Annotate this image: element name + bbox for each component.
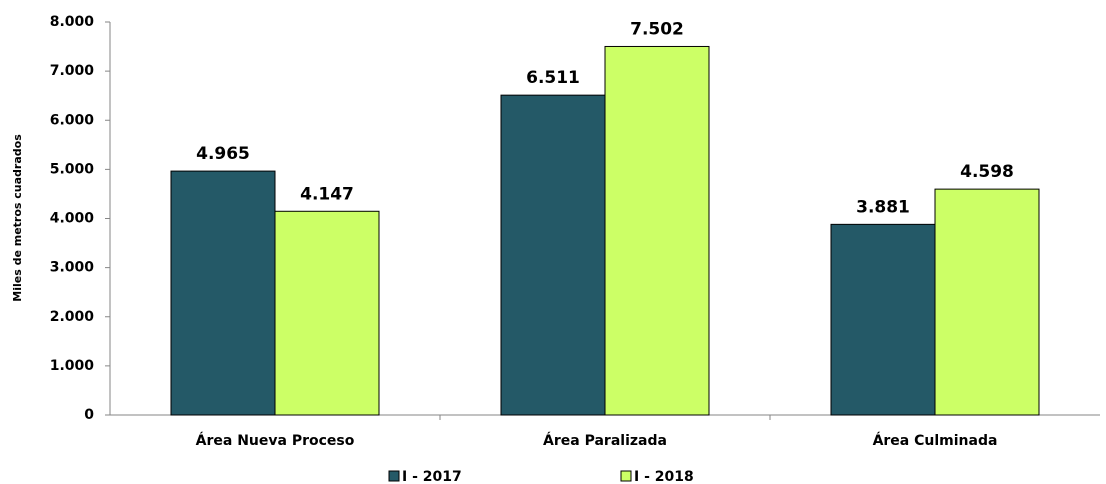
y-tick-label: 0 <box>84 407 94 423</box>
value-label: 6.511 <box>526 68 580 88</box>
legend-label: I - 2018 <box>634 469 694 484</box>
x-tick-label: Área Paralizada <box>543 432 667 449</box>
value-label: 7.502 <box>630 19 684 39</box>
y-tick-label: 2.000 <box>50 309 95 325</box>
x-tick-label: Área Nueva Proceso <box>196 432 355 449</box>
legend-swatch <box>388 470 400 482</box>
value-label: 4.965 <box>196 144 250 164</box>
y-tick-label: 7.000 <box>50 63 95 79</box>
y-axis-label: Miles de metros cuadrados <box>11 134 24 302</box>
bar <box>274 210 380 416</box>
y-tick-label: 4.000 <box>50 211 95 227</box>
bar <box>500 94 606 416</box>
y-tick-label: 5.000 <box>50 161 95 177</box>
y-tick-label: 1.000 <box>50 358 95 374</box>
bar <box>934 188 1040 416</box>
value-label: 3.881 <box>856 197 910 217</box>
x-tick-label: Área Culminada <box>873 432 998 449</box>
bar <box>604 45 710 416</box>
y-tick-label: 8.000 <box>50 14 95 30</box>
y-tick-label: 6.000 <box>50 112 95 128</box>
legend-label: I - 2017 <box>402 469 462 484</box>
value-label: 4.598 <box>960 162 1014 182</box>
bar <box>170 170 276 416</box>
value-label: 4.147 <box>300 184 354 204</box>
legend-swatch <box>620 470 632 482</box>
bar <box>830 223 936 416</box>
y-tick-label: 3.000 <box>50 260 95 276</box>
